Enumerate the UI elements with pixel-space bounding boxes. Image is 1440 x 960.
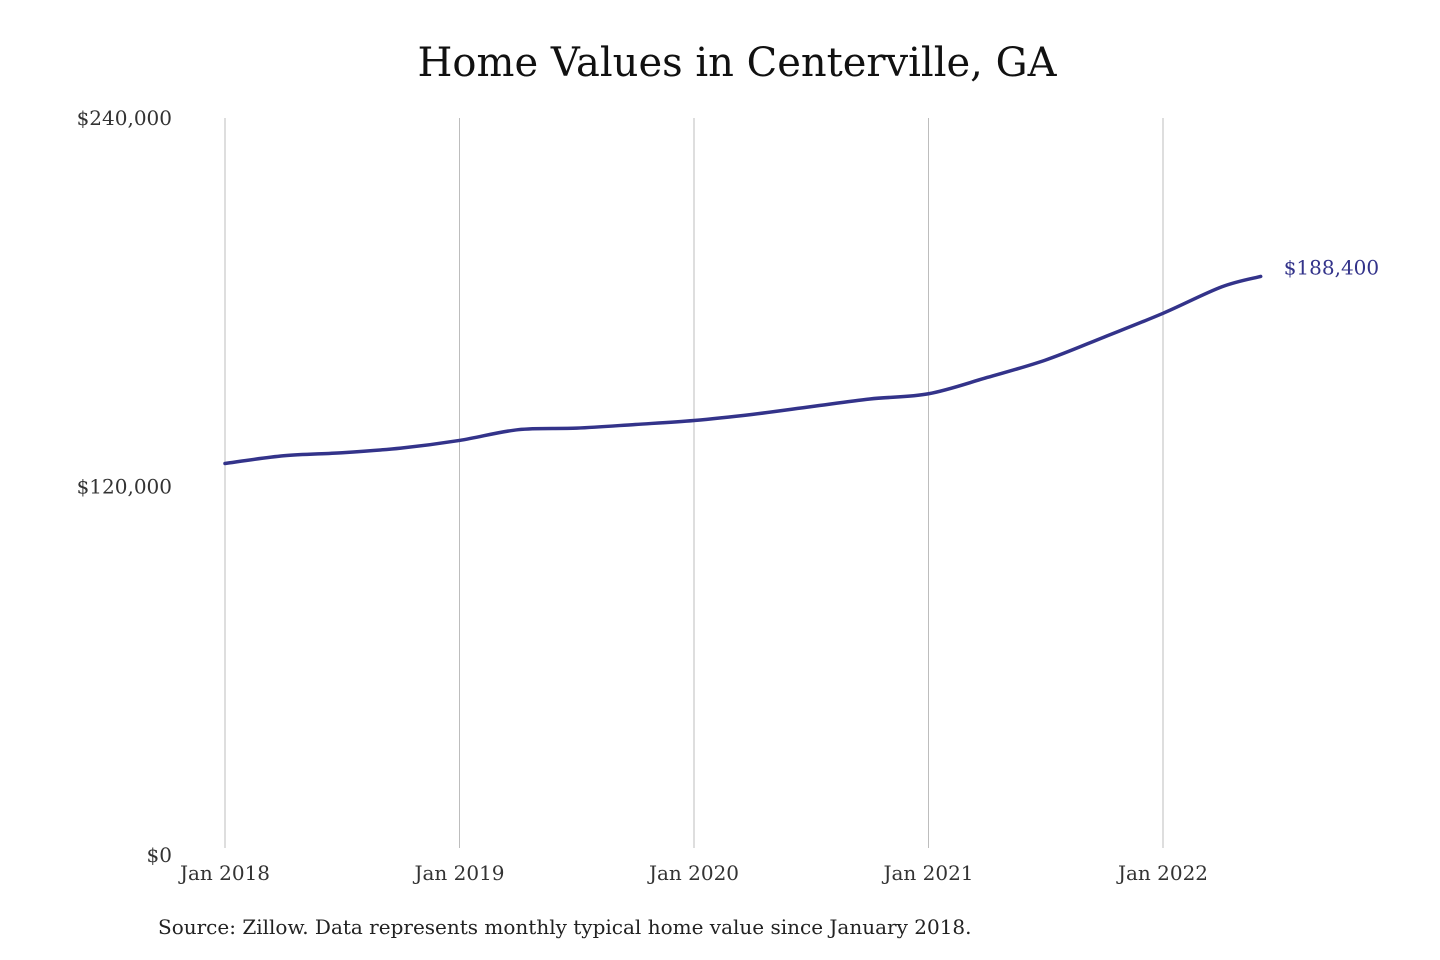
y-axis-ticks: $0 $120,000 $240,000	[77, 106, 172, 867]
x-tick-label: Jan 2018	[178, 861, 270, 885]
end-value-label: $188,400	[1284, 255, 1379, 279]
chart-title: Home Values in Centerville, GA	[417, 40, 1057, 86]
y-tick-label: $240,000	[77, 106, 172, 130]
data-labels: $188,400	[1284, 255, 1379, 279]
x-tick-label: Jan 2020	[647, 861, 739, 885]
series-layer	[223, 274, 1263, 466]
series-line	[223, 274, 1263, 466]
x-axis-ticks: Jan 2018 Jan 2019 Jan 2020 Jan 2021 Jan 2022	[178, 861, 1208, 885]
gridlines	[224, 118, 1164, 848]
source-note: Source: Zillow. Data represents monthly …	[158, 915, 972, 939]
y-tick-label: $120,000	[77, 475, 172, 499]
x-tick-label: Jan 2021	[881, 861, 973, 885]
y-tick-label: $0	[147, 843, 172, 867]
x-tick-label: Jan 2022	[1116, 861, 1208, 885]
x-tick-label: Jan 2019	[412, 861, 504, 885]
